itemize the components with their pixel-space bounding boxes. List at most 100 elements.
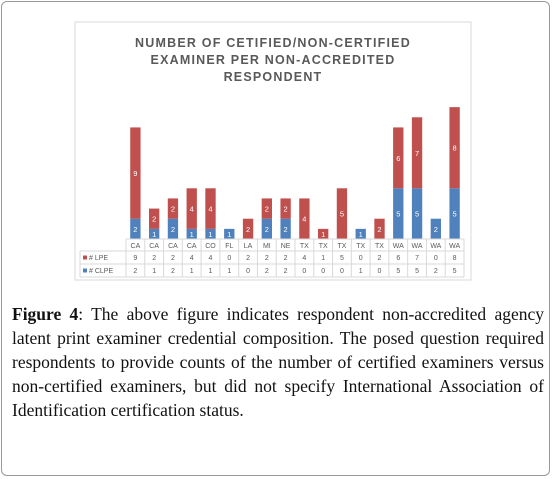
data-label: 1 (321, 230, 325, 239)
bar-segment (374, 218, 385, 239)
data-label: 1 (208, 230, 212, 239)
x-tick-label: FL (225, 243, 233, 250)
x-tick-label: LA (244, 243, 253, 250)
data-label: 1 (359, 230, 363, 239)
bar-segment (130, 127, 141, 219)
table-cell: 1 (227, 268, 231, 275)
data-label: 5 (453, 210, 457, 219)
x-tick-label: WA (430, 243, 441, 250)
table-cell: 0 (359, 255, 363, 262)
chart-title: NUMBER OF CETIFIED/NON-CERTIFIED (135, 36, 411, 50)
data-label: 5 (396, 210, 400, 219)
data-label: 2 (246, 225, 250, 234)
table-cell: 2 (133, 268, 137, 275)
x-tick-label: CA (131, 243, 141, 250)
caption: Figure 4: The above figure indicates res… (12, 302, 544, 422)
data-label: 2 (265, 205, 269, 214)
data-label: 1 (227, 230, 231, 239)
data-label: 8 (453, 144, 457, 153)
bar-segment (224, 228, 235, 239)
bar-segment (449, 107, 460, 189)
table-cell: 0 (434, 255, 438, 262)
table-cell: 8 (453, 255, 457, 262)
x-tick-label: NE (281, 243, 291, 250)
table-cell: 0 (340, 268, 344, 275)
chart-title: RESPONDENT (224, 70, 323, 84)
data-label: 2 (133, 225, 137, 234)
data-label: 2 (434, 225, 438, 234)
data-label: 7 (415, 149, 419, 158)
table-cell: 0 (246, 268, 250, 275)
chart: NUMBER OF CETIFIED/NON-CERTIFIED EXAMINER… (74, 21, 472, 281)
table-cell: 1 (209, 268, 213, 275)
x-tick-label: CA (187, 243, 197, 250)
table-cell: 0 (321, 268, 325, 275)
bar-segment (411, 117, 423, 189)
table-cell: 2 (265, 255, 269, 262)
table-cell: 5 (415, 268, 419, 275)
data-label: 2 (171, 225, 175, 234)
data-label: 2 (284, 205, 288, 214)
table-cell: 4 (302, 255, 306, 262)
x-tick-label: TX (375, 243, 384, 250)
table-cell: 7 (415, 255, 419, 262)
bar-segment (205, 228, 216, 239)
data-label: 1 (190, 230, 194, 239)
bar-segment (336, 188, 348, 239)
bar-segment (261, 218, 272, 239)
data-label: 1 (152, 230, 156, 239)
bar-segment (261, 198, 272, 219)
table-cell: 2 (378, 255, 382, 262)
x-tick-label: TX (356, 243, 365, 250)
table-cell: 2 (171, 255, 175, 262)
data-label: 2 (152, 215, 156, 224)
x-tick-label: WA (412, 243, 423, 250)
table-cell: 2 (265, 268, 269, 275)
bar-segment (167, 218, 179, 239)
bar-segment (205, 188, 216, 229)
table-cell: 9 (133, 255, 137, 262)
x-tick-label: TX (337, 243, 346, 250)
x-tick-label: CO (205, 243, 216, 250)
x-tick-label: TX (319, 243, 328, 250)
bar-segment (299, 198, 310, 239)
table-cell: 2 (171, 268, 175, 275)
table-cell: 1 (152, 268, 156, 275)
table-cell: 0 (302, 268, 306, 275)
table-cell: 2 (284, 255, 288, 262)
table-cell: 5 (340, 255, 344, 262)
caption-text: : The above figure indicates respondent … (12, 304, 544, 420)
data-label: 6 (396, 154, 400, 163)
x-tick-label: WA (393, 243, 404, 250)
x-tick-label: WA (449, 243, 460, 250)
bar-segment (393, 188, 404, 239)
table-cell: 2 (246, 255, 250, 262)
data-label: 2 (377, 225, 381, 234)
table-cell: 1 (190, 268, 194, 275)
x-tick-label: TX (300, 243, 309, 250)
legend-label: # LPE (89, 255, 108, 262)
data-label: 2 (265, 225, 269, 234)
data-label: 4 (190, 205, 194, 214)
data-label: 9 (133, 169, 137, 178)
bar-segment (130, 218, 141, 239)
table-cell: 1 (359, 268, 363, 275)
table-cell: 0 (227, 255, 231, 262)
table-cell: 2 (284, 268, 288, 275)
table-cell: 5 (453, 268, 457, 275)
data-label: 5 (340, 210, 344, 219)
bar-segment (242, 218, 254, 239)
chart-area (74, 21, 472, 281)
data-label: 2 (171, 205, 175, 214)
table-cell: 2 (434, 268, 438, 275)
data-label: 2 (284, 225, 288, 234)
bar-segment (280, 198, 291, 219)
legend-key (83, 255, 87, 260)
table-cell: 5 (396, 268, 400, 275)
bar-segment (411, 188, 423, 239)
data-label: 4 (208, 205, 212, 214)
table-cell: 1 (321, 255, 325, 262)
x-tick-label: MI (263, 243, 271, 250)
